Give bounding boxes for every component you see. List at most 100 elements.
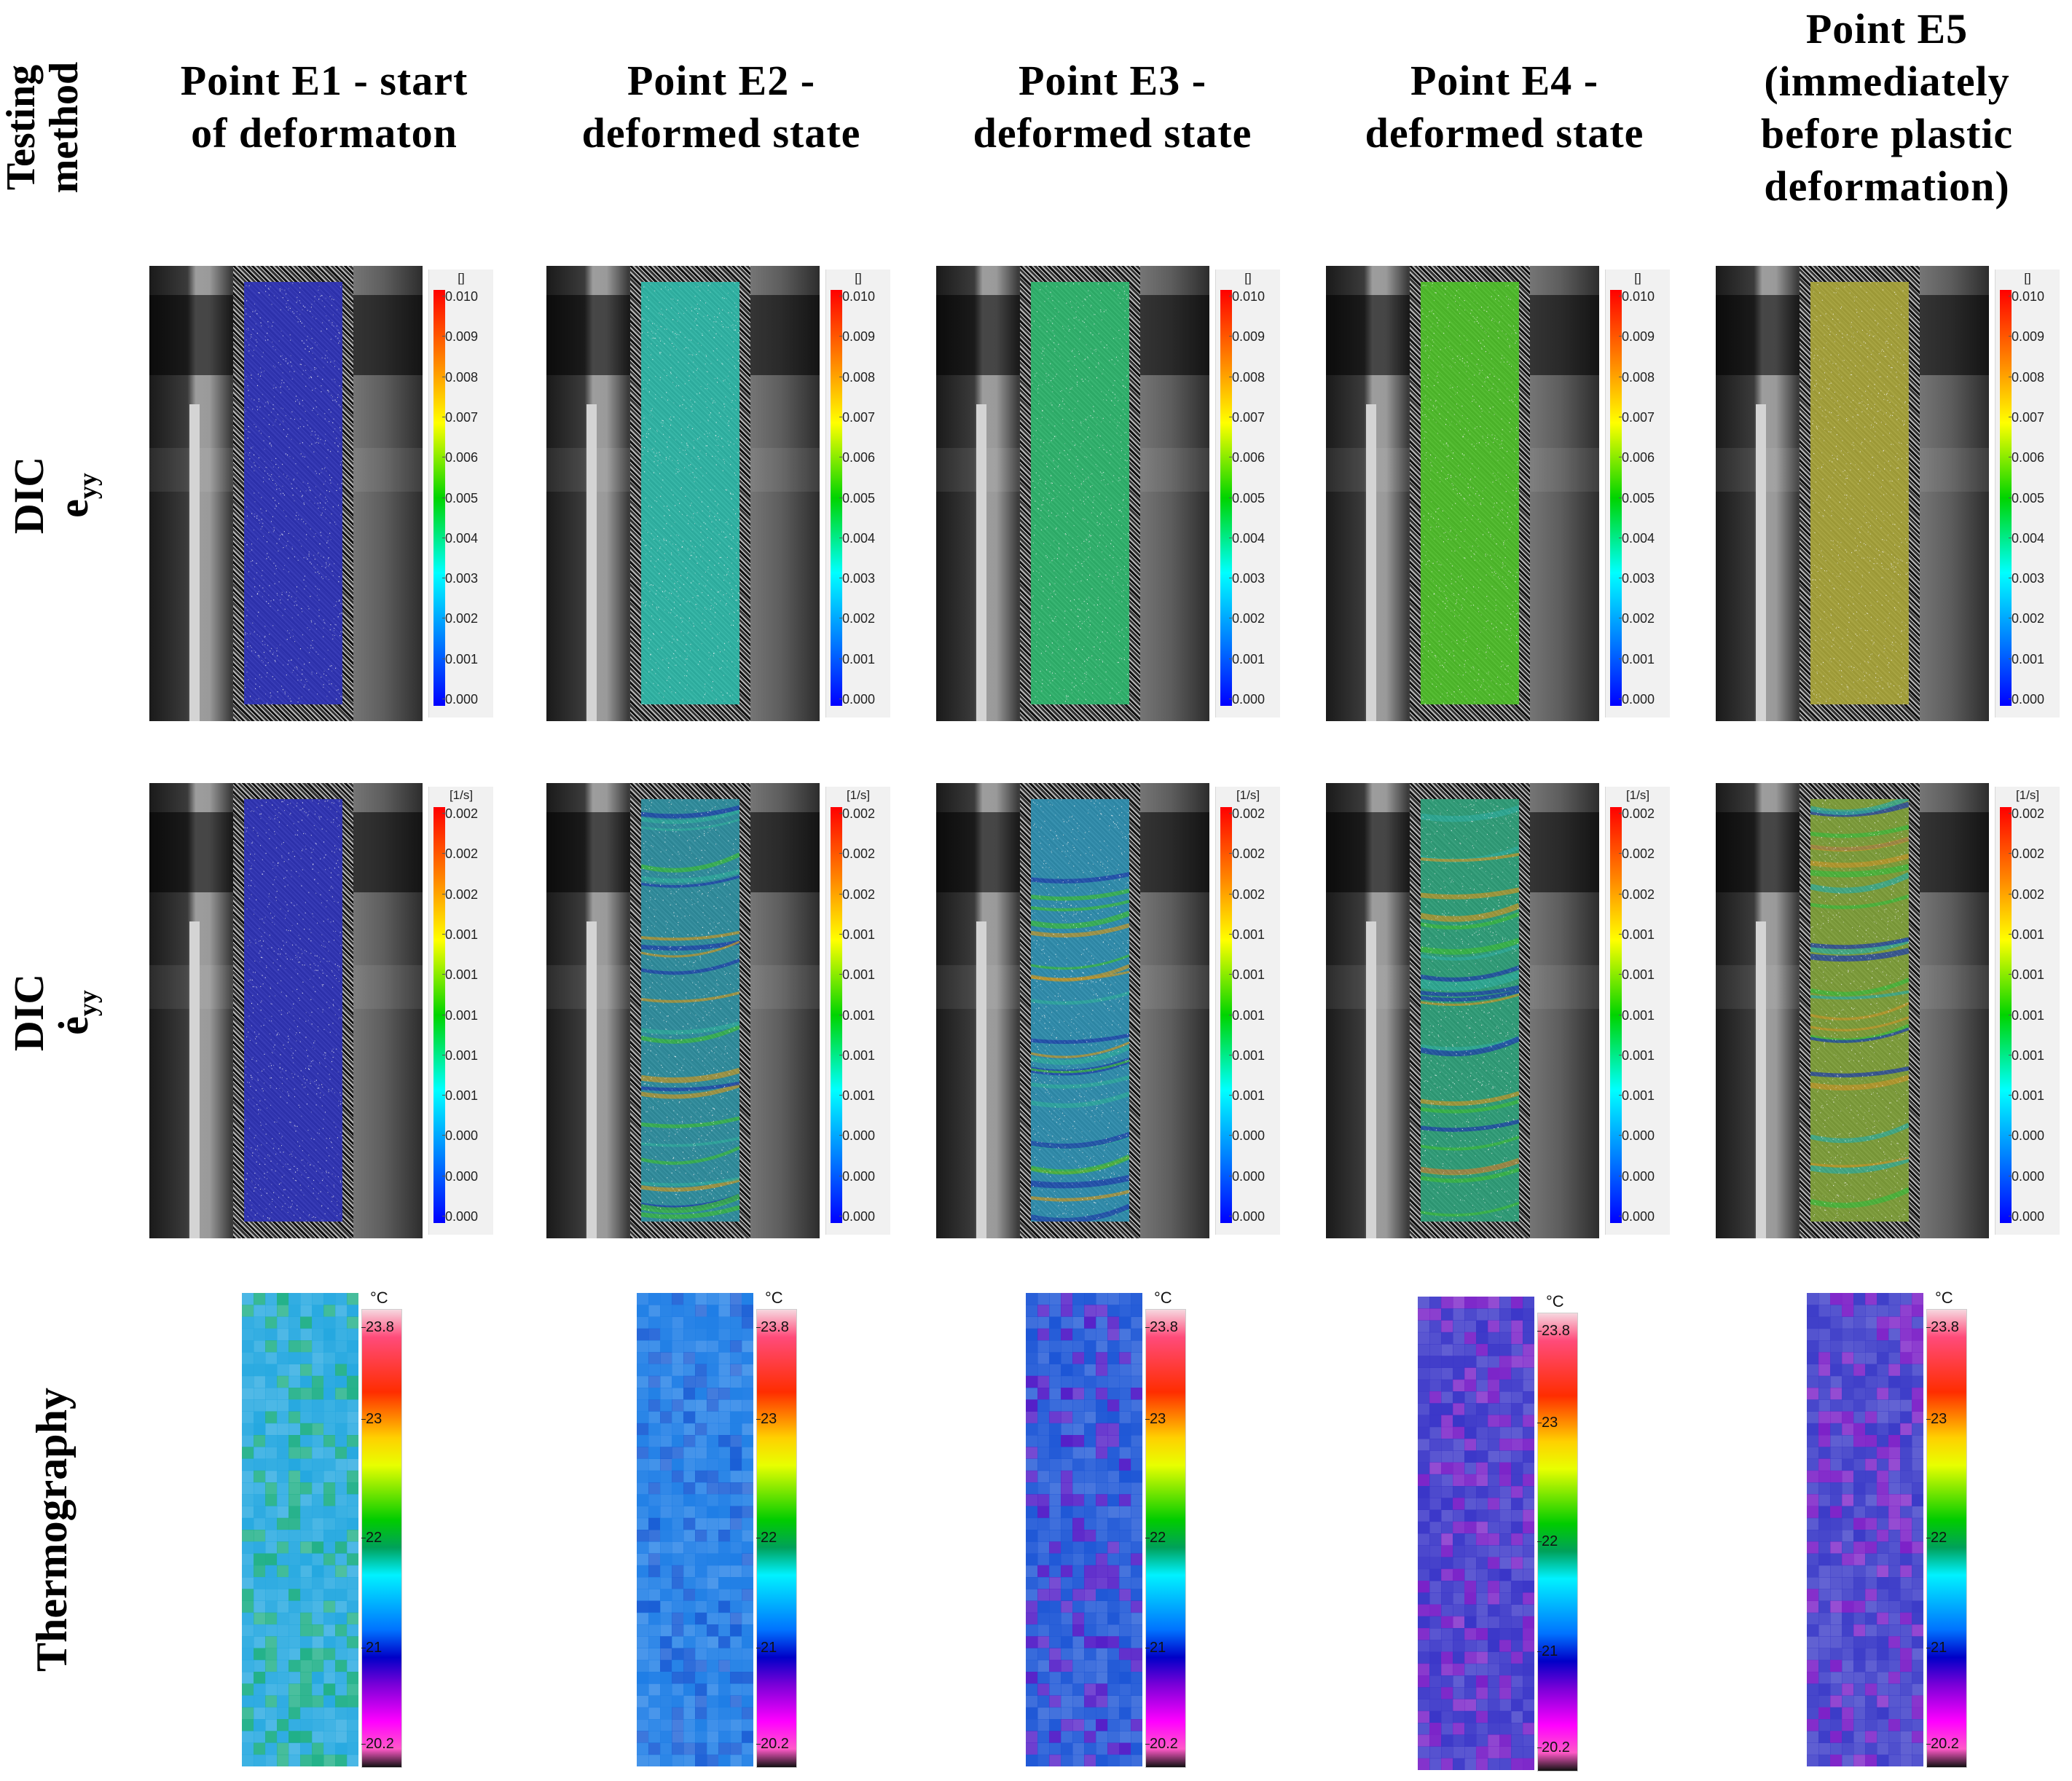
dic-strain-rate-e4-scale-tick: 0.001 <box>1618 1047 1655 1063</box>
thermography-pixel <box>683 1399 696 1412</box>
thermography-pixel <box>730 1742 742 1756</box>
thermography-pixel <box>707 1742 719 1756</box>
thermography-pixel <box>1488 1462 1500 1475</box>
thermography-pixel <box>1084 1659 1096 1672</box>
thermography-pixel <box>707 1530 719 1542</box>
thermography-pixel <box>1900 1742 1912 1756</box>
thermography-pixel <box>265 1328 278 1341</box>
thermography-pixel <box>289 1683 301 1696</box>
thermography-pixel <box>718 1506 731 1519</box>
thermography-pixel <box>1865 1754 1877 1766</box>
thermography-pixel <box>1429 1651 1442 1664</box>
thermography-pixel <box>1888 1541 1901 1554</box>
thermography-pixel <box>335 1482 348 1495</box>
thermography-pixel <box>1476 1581 1488 1593</box>
thermography-pixel <box>1842 1517 1854 1530</box>
thermography-pixel <box>254 1589 266 1601</box>
thermography-pixel <box>289 1517 301 1530</box>
thermography-pixel <box>1807 1494 1819 1506</box>
thermography-pixel <box>1900 1530 1912 1542</box>
dic-strain-rate-image-e3 <box>936 783 1209 1238</box>
thermography-pixel <box>254 1577 266 1589</box>
thermography-pixel <box>1453 1592 1465 1605</box>
thermography-pixel <box>1119 1754 1131 1766</box>
thermography-pixel <box>1499 1474 1512 1487</box>
thermography-pixel <box>1107 1482 1120 1495</box>
thermography-pixel <box>242 1399 254 1412</box>
thermography-pixel <box>1888 1340 1901 1353</box>
thermography-pixel <box>648 1707 661 1720</box>
column-header-e4-line1: Point E4 - <box>1410 57 1599 104</box>
thermography-pixel <box>312 1399 324 1412</box>
thermography-pixel <box>1807 1659 1819 1672</box>
thermography-pixel <box>1877 1577 1889 1589</box>
thermography-pixel <box>1049 1388 1061 1400</box>
thermography-pixel <box>1107 1388 1120 1400</box>
thermography-pixel <box>1429 1308 1442 1321</box>
thermography-pixel <box>683 1388 696 1400</box>
thermography-pixel <box>1877 1316 1889 1329</box>
thermography-pixel <box>1107 1565 1120 1578</box>
column-header-e4: Point E4 - deformed state <box>1319 55 1690 160</box>
thermography-pixel <box>1096 1648 1108 1661</box>
dic-strain-e2-scale-tick: 0.002 <box>839 611 876 626</box>
thermography-pixel <box>1888 1612 1901 1625</box>
thermography-pixel <box>300 1624 313 1637</box>
thermography-pixel <box>1037 1375 1050 1388</box>
thermography-pixel <box>1131 1719 1142 1731</box>
thermography-pixel <box>1061 1388 1073 1400</box>
thermography-pixel <box>1830 1494 1843 1506</box>
thermography-pixel <box>660 1731 672 1743</box>
thermography-pixel <box>1107 1648 1120 1661</box>
thermography-pixel <box>718 1423 731 1436</box>
thermography-pixel <box>1131 1435 1142 1447</box>
speckle-field-texture <box>1030 799 1131 1224</box>
thermography-pixel <box>1084 1541 1096 1554</box>
thermography-pixel <box>1026 1731 1038 1743</box>
thermography-pixel <box>718 1530 731 1542</box>
thermography-pixel <box>1131 1305 1142 1317</box>
thermography-pixel <box>1418 1710 1430 1723</box>
thermography-pixel <box>695 1352 707 1364</box>
thermography-pixel <box>1888 1695 1901 1708</box>
thermography-pixel <box>683 1494 696 1506</box>
thermography-pixel <box>1131 1695 1142 1708</box>
thermography-pixel <box>707 1340 719 1353</box>
thermography-pixel <box>1418 1723 1430 1735</box>
thermography-pixel <box>1818 1305 1831 1317</box>
thermography-pixel <box>742 1517 753 1530</box>
thermography-pixel <box>742 1293 753 1305</box>
thermography-pixel <box>1877 1435 1889 1447</box>
thermography-pixel <box>1499 1628 1512 1640</box>
thermography-pixel <box>1912 1316 1923 1329</box>
thermography-pixel <box>660 1636 672 1648</box>
thermography-pixel <box>1523 1533 1534 1546</box>
thermography-pixel <box>335 1612 348 1625</box>
thermography-pixel <box>660 1364 672 1377</box>
thermography-pixel <box>1429 1379 1442 1392</box>
thermography-pixel <box>718 1707 731 1720</box>
dic-strain-rate-e1-color-scale: [1/s] 0.002 0.002 0.002 0.001 0.001 0.001 0.001… <box>428 787 493 1235</box>
speckle-field-texture <box>640 799 741 1222</box>
thermography-pixel <box>1026 1624 1038 1637</box>
thermography-pixel <box>312 1624 324 1637</box>
thermography-pixel <box>672 1517 684 1530</box>
thermography-pixel <box>1865 1636 1877 1648</box>
dic-strain-rate-e2-scale-tick: 0.000 <box>839 1128 876 1144</box>
thermography-pixel <box>1037 1577 1050 1589</box>
thermography-pixel <box>1453 1758 1465 1770</box>
thermography-pixel <box>1464 1616 1477 1629</box>
thermography-pixel <box>660 1470 672 1483</box>
thermography-pixel <box>1511 1415 1523 1428</box>
thermography-pixel <box>1865 1553 1877 1566</box>
thermography-pixel <box>347 1612 358 1625</box>
thermography-pixel <box>323 1328 336 1341</box>
thermography-pixel <box>1096 1411 1108 1424</box>
thermography-pixel <box>300 1719 313 1731</box>
thermography-pixel <box>1072 1565 1085 1578</box>
thermography-pixel <box>1084 1447 1096 1459</box>
thermography-pixel <box>1912 1375 1923 1388</box>
dic-strain-e3-scale-tick: 0.004 <box>1228 530 1265 546</box>
thermography-pixel <box>1888 1731 1901 1743</box>
thermography-pixel <box>277 1624 289 1637</box>
